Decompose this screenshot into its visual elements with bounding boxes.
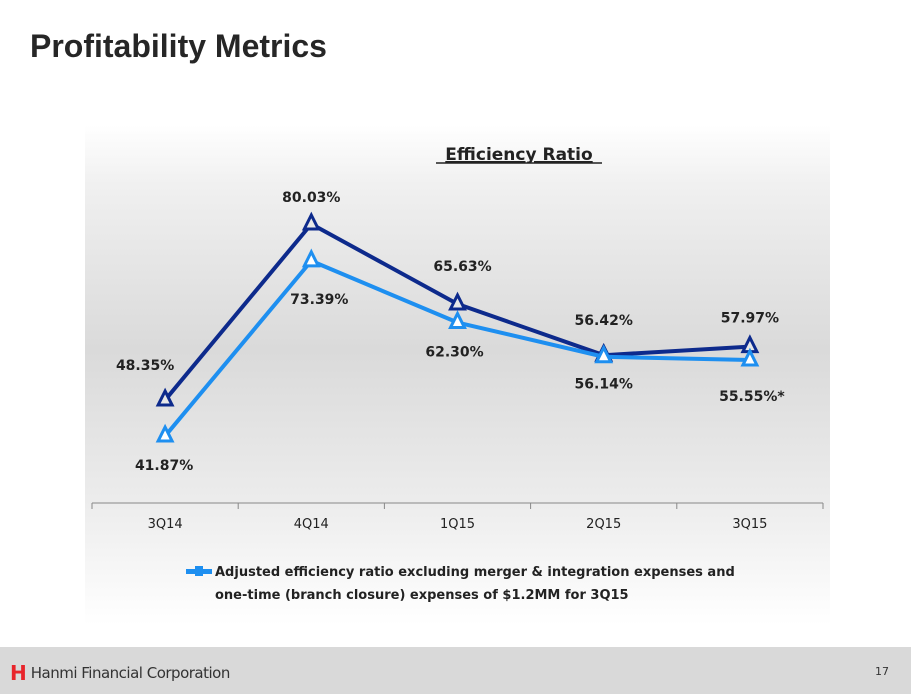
data-label: 65.63%	[433, 259, 491, 275]
data-label: 56.42%	[575, 313, 633, 329]
legend-line-2: one-time (branch closure) expenses of $1…	[215, 588, 629, 603]
data-label: 73.39%	[290, 292, 348, 308]
data-label: 80.03%	[282, 190, 340, 206]
x-tick-label: 1Q15	[440, 517, 475, 532]
data-label: 56.14%	[575, 377, 633, 393]
triangle-marker	[301, 211, 321, 231]
company-name: Hanmi Financial Corporation	[30, 664, 231, 682]
chart-background	[85, 125, 830, 625]
data-label: 41.87%	[135, 458, 193, 474]
legend-entry: Adjusted efficiency ratio excluding merg…	[215, 561, 735, 607]
page-title: Profitability Metrics	[30, 28, 327, 64]
x-tick-label: 2Q15	[586, 517, 621, 532]
data-label: 62.30%	[425, 345, 483, 361]
triangle-marker	[301, 248, 321, 268]
company-logo: Н Hanmi Financial Corporation	[10, 661, 231, 685]
data-label: 57.97%	[721, 311, 779, 327]
triangle-marker	[155, 423, 175, 443]
legend-line-1: Adjusted efficiency ratio excluding merg…	[215, 565, 735, 580]
triangle-marker	[448, 310, 467, 330]
triangle-marker	[594, 344, 614, 364]
triangle-marker	[155, 387, 175, 407]
chart-title: Efficiency Ratio	[445, 145, 592, 165]
data-label: 48.35%	[116, 358, 174, 374]
x-tick-label: 3Q14	[148, 517, 183, 532]
page-number: 17	[875, 665, 889, 678]
legend-marker	[186, 566, 212, 576]
footer: Н Hanmi Financial Corporation 17	[0, 647, 911, 694]
triangle-marker	[740, 347, 760, 367]
hanmi-logo-icon: Н	[10, 661, 27, 685]
x-tick-label: 3Q15	[732, 517, 767, 532]
triangle-marker	[448, 291, 467, 311]
x-tick-label: 4Q14	[294, 517, 329, 532]
data-label: 55.55%*	[719, 389, 785, 405]
